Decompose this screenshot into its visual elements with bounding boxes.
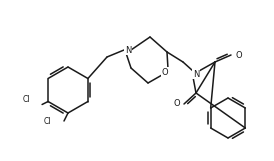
- Text: O: O: [162, 67, 168, 76]
- Text: O: O: [235, 51, 242, 60]
- Text: N: N: [125, 46, 131, 55]
- Text: N: N: [193, 70, 199, 79]
- Text: Cl: Cl: [43, 118, 51, 127]
- Text: O: O: [173, 99, 180, 109]
- Text: Cl: Cl: [22, 95, 30, 104]
